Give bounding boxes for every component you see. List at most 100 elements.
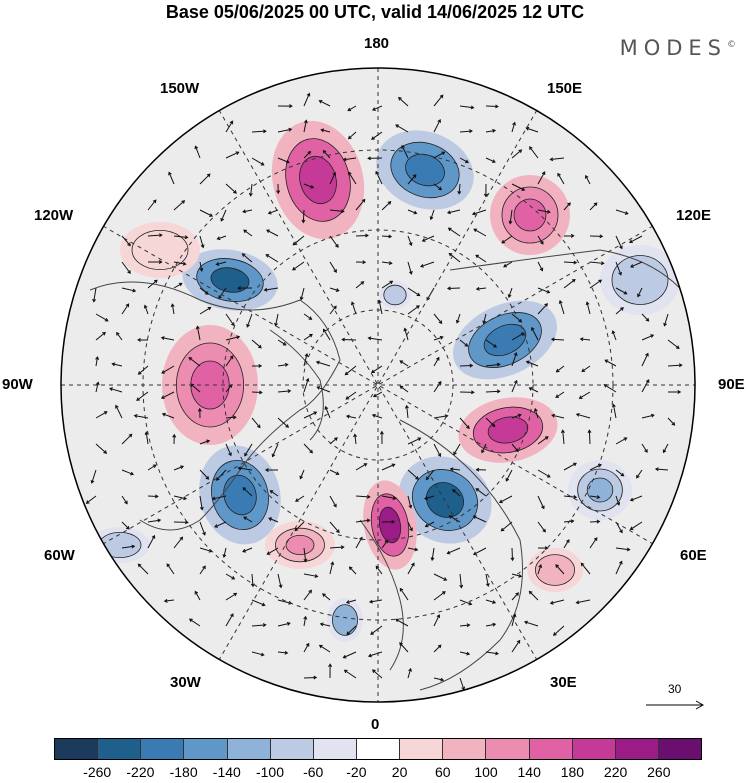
wind-arrow	[511, 352, 518, 367]
wind-arrow	[395, 618, 409, 627]
wind-arrow	[503, 261, 513, 268]
wind-arrow	[243, 516, 253, 523]
wind-arrow	[251, 390, 263, 395]
wind-arrow	[277, 389, 292, 394]
wind-arrow	[407, 437, 422, 445]
wind-arrow	[575, 599, 591, 605]
wind-arrow	[399, 360, 409, 367]
wind-arrow	[403, 327, 409, 341]
wind-arrow	[585, 301, 591, 315]
wind-arrow	[225, 313, 235, 327]
wind-arrow	[407, 469, 419, 480]
wind-arrow	[537, 469, 551, 478]
wind-arrow	[303, 119, 308, 133]
wind-arrow	[355, 260, 367, 265]
wind-arrow	[303, 589, 312, 601]
wind-arrow	[557, 172, 565, 185]
colorbar-tick-label: -20	[346, 764, 367, 780]
wind-arrow	[446, 209, 461, 215]
wind-arrow	[216, 235, 227, 241]
wind-arrow	[194, 590, 201, 601]
wind-arrow	[381, 463, 396, 471]
wind-arrow	[355, 463, 368, 471]
wind-arrow	[316, 386, 331, 393]
anomaly-contour	[383, 284, 407, 306]
reference-vector: 30	[646, 682, 706, 712]
wind-arrow	[452, 489, 461, 497]
wind-arrow	[575, 412, 591, 419]
colorbar-tick-label: -220	[126, 764, 155, 780]
wind-arrow	[401, 144, 409, 159]
anomaly-contour	[483, 323, 527, 357]
wind-arrow	[188, 618, 201, 627]
wind-arrow	[558, 299, 565, 315]
wind-arrow	[194, 145, 201, 159]
wind-arrow	[537, 209, 551, 214]
wind-arrow	[277, 650, 289, 655]
wind-arrow	[303, 675, 318, 680]
wind-arrow	[589, 202, 598, 211]
wind-arrow	[225, 573, 236, 580]
wind-arrow	[214, 521, 227, 528]
wind-arrow	[188, 357, 201, 367]
wind-arrow	[345, 391, 357, 400]
wind-arrow	[615, 547, 631, 552]
wind-arrow	[199, 565, 206, 575]
wind-arrow	[407, 261, 413, 275]
wind-arrow	[85, 495, 97, 504]
wind-arrow	[277, 104, 293, 109]
wind-arrow	[563, 278, 576, 289]
wind-arrow	[371, 413, 383, 419]
wind-arrow	[580, 562, 591, 575]
wind-arrow	[303, 547, 308, 563]
wind-arrow	[379, 430, 384, 445]
wind-arrow	[344, 365, 357, 376]
wind-arrow	[459, 651, 471, 656]
wind-arrow	[92, 287, 97, 303]
wind-arrow	[425, 469, 435, 481]
wind-arrow	[144, 431, 149, 445]
chart-title: Base 05/06/2025 00 UTC, valid 14/06/2025…	[165, 2, 585, 22]
wind-arrow	[473, 228, 487, 237]
wind-arrow	[485, 339, 497, 348]
wind-arrow	[329, 261, 337, 273]
wind-arrow	[322, 593, 331, 601]
wind-arrow	[329, 209, 345, 214]
colorbar-swatch	[443, 739, 487, 759]
wind-arrow	[303, 313, 313, 320]
wind-arrow	[433, 94, 444, 107]
wind-arrow	[109, 387, 123, 393]
wind-arrow	[121, 521, 130, 530]
wind-arrow	[399, 587, 409, 601]
colorbar-tick-label: 260	[647, 764, 671, 780]
wind-arrow	[457, 183, 462, 195]
wind-arrow	[433, 313, 443, 325]
wind-arrow	[173, 200, 186, 211]
colorbar-swatch	[529, 739, 573, 759]
wind-arrow	[147, 464, 157, 471]
wind-arrow	[372, 391, 383, 398]
wind-arrow	[475, 488, 487, 497]
wind-arrow	[319, 622, 331, 627]
wind-arrow	[277, 157, 290, 164]
wind-arrow	[251, 623, 267, 628]
wind-arrow	[433, 335, 444, 341]
wind-arrow	[485, 599, 497, 604]
wind-arrow	[407, 562, 415, 575]
wind-arrow	[292, 235, 305, 246]
wind-arrow	[111, 362, 123, 367]
wind-arrow	[136, 391, 149, 401]
wind-arrow	[628, 235, 643, 244]
wind-arrow	[472, 515, 487, 523]
wind-arrow	[537, 287, 551, 294]
wind-arrow	[511, 639, 521, 653]
wind-arrow	[277, 621, 291, 627]
wind-arrow	[407, 547, 419, 552]
wind-arrow	[381, 201, 392, 211]
wind-arrow	[604, 359, 617, 367]
wind-arrow	[563, 462, 577, 471]
wind-arrow	[276, 183, 281, 195]
wind-arrow	[563, 233, 575, 238]
wind-arrow	[225, 592, 238, 601]
wind-arrow	[555, 365, 565, 373]
